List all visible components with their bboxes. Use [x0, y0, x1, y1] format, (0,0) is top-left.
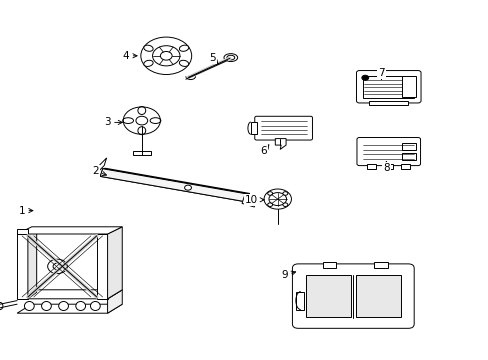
Bar: [305, 275, 350, 317]
Text: 5: 5: [209, 53, 218, 64]
Circle shape: [48, 259, 67, 274]
Ellipse shape: [143, 45, 153, 51]
Ellipse shape: [224, 54, 237, 62]
Ellipse shape: [90, 302, 100, 310]
Text: 3: 3: [104, 117, 122, 127]
Ellipse shape: [24, 302, 34, 310]
Circle shape: [141, 37, 191, 75]
Ellipse shape: [41, 302, 51, 310]
Ellipse shape: [283, 192, 287, 195]
Ellipse shape: [59, 302, 68, 310]
Polygon shape: [28, 229, 37, 299]
Polygon shape: [100, 169, 246, 202]
FancyBboxPatch shape: [356, 138, 420, 166]
Text: 9: 9: [281, 270, 295, 280]
Ellipse shape: [267, 192, 272, 195]
Bar: [401, 153, 415, 160]
Bar: [400, 164, 409, 169]
Circle shape: [184, 185, 191, 190]
Polygon shape: [97, 234, 107, 299]
Ellipse shape: [150, 118, 161, 123]
Bar: [401, 143, 415, 150]
Bar: [401, 76, 415, 97]
Text: 7: 7: [377, 68, 384, 79]
Circle shape: [152, 46, 180, 66]
Polygon shape: [133, 151, 150, 155]
Text: 10: 10: [245, 195, 264, 205]
Circle shape: [264, 189, 291, 209]
Text: 1: 1: [19, 206, 33, 216]
Ellipse shape: [0, 302, 3, 310]
Polygon shape: [250, 122, 256, 134]
Polygon shape: [100, 169, 246, 202]
Ellipse shape: [138, 107, 145, 114]
Polygon shape: [275, 139, 285, 149]
Circle shape: [361, 75, 368, 80]
Bar: [368, 101, 407, 105]
Circle shape: [136, 116, 147, 125]
Polygon shape: [17, 304, 122, 313]
Ellipse shape: [138, 127, 145, 135]
Circle shape: [53, 263, 61, 270]
Ellipse shape: [226, 55, 234, 60]
Polygon shape: [102, 168, 249, 194]
Polygon shape: [295, 292, 304, 310]
FancyBboxPatch shape: [356, 71, 420, 103]
Bar: [355, 275, 400, 317]
Polygon shape: [17, 227, 122, 234]
Bar: [373, 262, 387, 268]
Bar: [383, 164, 392, 169]
Ellipse shape: [179, 60, 188, 67]
Bar: [366, 164, 375, 169]
Polygon shape: [107, 290, 122, 313]
Text: 4: 4: [122, 51, 137, 61]
Polygon shape: [95, 158, 106, 175]
Ellipse shape: [179, 45, 188, 51]
Polygon shape: [17, 229, 28, 234]
Ellipse shape: [76, 302, 85, 310]
Text: 6: 6: [260, 145, 268, 156]
Polygon shape: [17, 290, 122, 299]
Bar: [322, 262, 336, 268]
FancyBboxPatch shape: [254, 116, 312, 140]
Bar: [363, 76, 413, 98]
Ellipse shape: [283, 203, 287, 207]
Polygon shape: [107, 227, 122, 299]
Circle shape: [268, 193, 286, 206]
Text: 2: 2: [92, 166, 106, 176]
Ellipse shape: [143, 60, 153, 67]
Text: 8: 8: [382, 162, 389, 173]
Ellipse shape: [122, 118, 133, 123]
Ellipse shape: [267, 203, 272, 207]
Circle shape: [160, 51, 172, 60]
FancyBboxPatch shape: [292, 264, 413, 328]
Polygon shape: [17, 234, 28, 299]
Polygon shape: [242, 196, 256, 207]
